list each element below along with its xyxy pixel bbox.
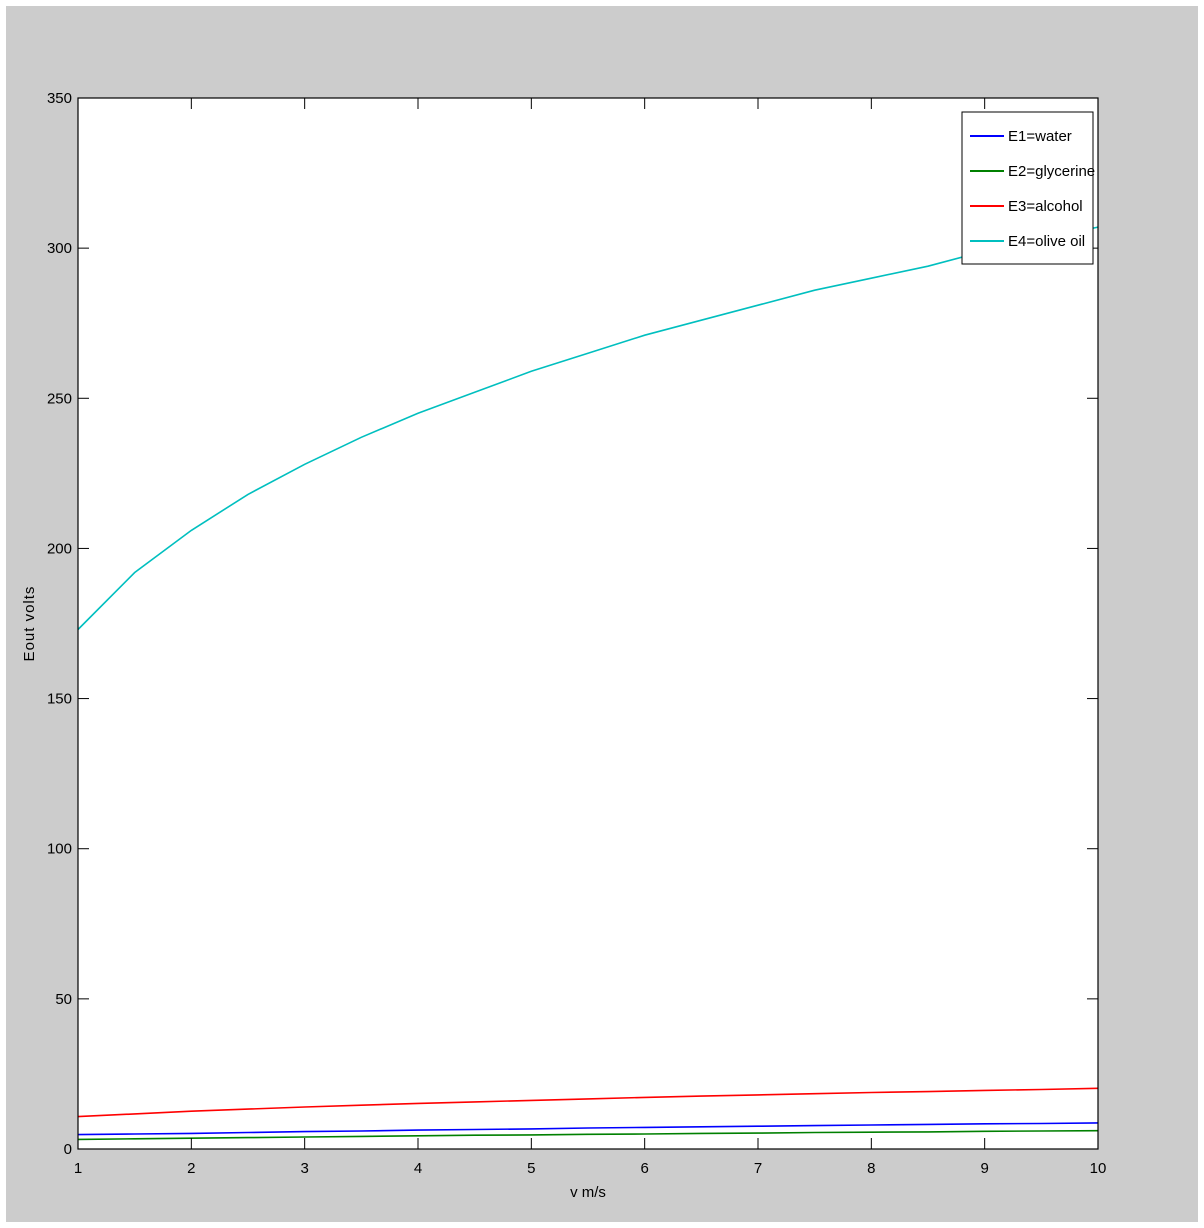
figure-window: 1 2 3 4 5 6 7 8 9 10 0 50 100 150 200 250 300 350 E1=wate… bbox=[6, 6, 1198, 1222]
legend-label-3: E3=alcohol bbox=[1008, 198, 1083, 215]
y-axis-label: Eout volts bbox=[21, 586, 38, 662]
x-tick-label: 2 bbox=[187, 1160, 195, 1177]
series-line-1 bbox=[77, 1122, 1099, 1136]
x-tick-label: 10 bbox=[1090, 1160, 1107, 1177]
plot-area bbox=[78, 98, 1098, 1149]
x-tick-label: 6 bbox=[640, 1160, 648, 1177]
x-tick-label: 3 bbox=[300, 1160, 308, 1177]
axes-box bbox=[77, 97, 1099, 1150]
y-tick-label: 350 bbox=[47, 90, 72, 107]
y-tick-label: 0 bbox=[64, 1141, 72, 1158]
y-tick-label: 150 bbox=[47, 691, 72, 708]
x-tick-label: 8 bbox=[867, 1160, 875, 1177]
x-tick-label: 7 bbox=[754, 1160, 762, 1177]
series-line-2 bbox=[77, 1129, 1099, 1141]
y-tick-label: 200 bbox=[47, 540, 72, 557]
y-tick-label: 250 bbox=[47, 390, 72, 407]
x-tick-label: 1 bbox=[74, 1160, 82, 1177]
series-line-4 bbox=[77, 226, 1099, 631]
legend-label-2: E2=glycerine bbox=[1008, 163, 1095, 180]
legend-box bbox=[961, 111, 1094, 265]
legend-label-4: E4=olive oil bbox=[1008, 233, 1085, 250]
series-line-3 bbox=[77, 1087, 1099, 1118]
y-tick-label: 300 bbox=[47, 240, 72, 257]
y-tick-label: 50 bbox=[55, 991, 72, 1008]
x-tick-label: 5 bbox=[527, 1160, 535, 1177]
y-tick-label: 100 bbox=[47, 841, 72, 858]
x-axis-label: v m/s bbox=[570, 1184, 606, 1201]
x-tick-label: 4 bbox=[414, 1160, 422, 1177]
x-tick-label: 9 bbox=[980, 1160, 988, 1177]
legend-label-1: E1=water bbox=[1008, 128, 1072, 145]
